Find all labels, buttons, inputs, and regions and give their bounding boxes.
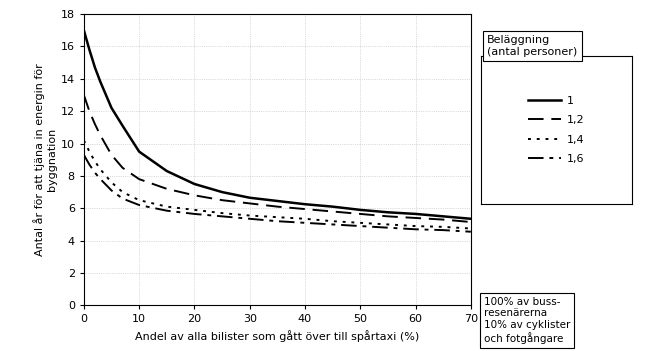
Legend: 1, 1,2, 1,4, 1,6: 1, 1,2, 1,4, 1,6 — [522, 90, 590, 170]
Text: Beläggning
(antal personer): Beläggning (antal personer) — [487, 35, 577, 57]
Text: 100% av buss-
resenärerna
10% av cyklister
och fotgångare: 100% av buss- resenärerna 10% av cyklist… — [484, 297, 570, 344]
X-axis label: Andel av alla bilister som gått över till spårtaxi (%): Andel av alla bilister som gått över til… — [135, 330, 419, 342]
Y-axis label: Antal år för att tjäna in energin för
byggnation: Antal år för att tjäna in energin för by… — [33, 63, 57, 256]
